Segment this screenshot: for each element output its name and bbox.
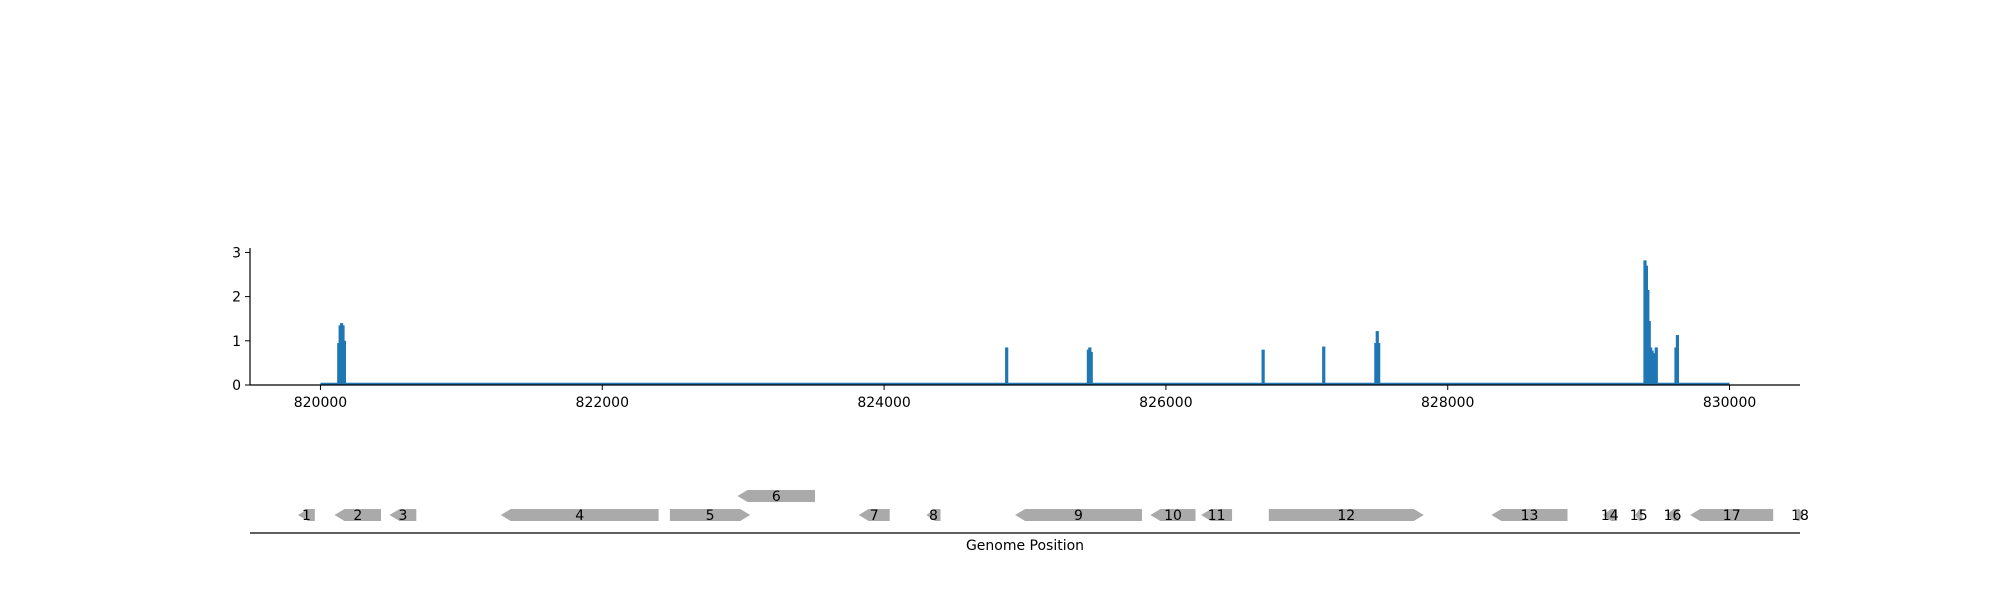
gene-map: 1 2 3 4 567 8 9 10 11 12 13 14 15 16 17 18 Genome Posit…: [250, 489, 1809, 554]
gene-8-label: 8: [929, 508, 938, 524]
x-tick-label: 822000: [576, 395, 629, 411]
gene-6-arrow: [737, 490, 815, 502]
gene-2-label: 2: [353, 508, 362, 524]
gene-11-arrow: [1201, 509, 1233, 521]
gene-9-arrow: [1015, 509, 1142, 521]
gene-4-label: 4: [575, 508, 584, 524]
coverage-peak-23: [1675, 335, 1680, 385]
x-tick-label: 820000: [294, 395, 347, 411]
gene-17-arrow: [1690, 509, 1774, 521]
gene-13-label: 13: [1521, 508, 1539, 524]
coverage-peak-9: [1261, 349, 1265, 385]
gene-features: 1 2 3 4 567 8 9 10 11 12 13 14 15 16 17 18: [297, 489, 1809, 524]
x-axis-ticks: 820000 822000 824000 826000 828000 830000: [294, 385, 1756, 411]
y-tick-label: 0: [232, 378, 241, 394]
coverage-bars: [337, 260, 1680, 385]
gene-18-arrow: [1797, 509, 1803, 521]
gene-1-arrow: [297, 509, 315, 521]
gene-1-label: 1: [302, 508, 311, 524]
coverage-peak-5: [1005, 347, 1009, 385]
gene-16-arrow: [1666, 509, 1679, 521]
gene-4-arrow: [500, 509, 659, 521]
coverage-peak-10: [1322, 346, 1326, 385]
x-tick-label: 826000: [1139, 395, 1192, 411]
gene-15-arrow: [1635, 509, 1643, 521]
coverage-plot: 0 1 2 3 820000 822000 824000 826000 828000 83000…: [232, 245, 1800, 411]
gene-17-label: 17: [1723, 508, 1741, 524]
gene-5-arrow: [669, 509, 751, 521]
gene-7-label: 7: [870, 508, 879, 524]
gene-10-label: 10: [1164, 508, 1182, 524]
gene-3-label: 3: [398, 508, 407, 524]
gene-14-label: 14: [1601, 508, 1619, 524]
gene-10-arrow: [1150, 509, 1196, 521]
gene-15-label: 15: [1630, 508, 1648, 524]
gene-16-label: 16: [1664, 508, 1682, 524]
gene-6-label: 6: [772, 489, 781, 505]
gene-map-x-axis-label: Genome Position: [966, 538, 1084, 554]
coverage-peak-4: [342, 340, 347, 385]
y-tick-label: 1: [232, 334, 241, 350]
x-tick-label: 828000: [1421, 395, 1474, 411]
gene-3-arrow: [389, 509, 417, 521]
gene-2-arrow: [334, 509, 381, 521]
gene-5-label: 5: [706, 508, 715, 524]
coverage-peak-13: [1377, 343, 1381, 385]
y-tick-label: 3: [232, 245, 241, 261]
coverage-peak-20: [1651, 353, 1656, 385]
y-tick-label: 2: [232, 290, 241, 306]
gene-11-label: 11: [1208, 508, 1226, 524]
y-axis-ticks: 0 1 2 3: [232, 245, 250, 394]
gene-7-arrow: [858, 509, 890, 521]
coverage-peak-21: [1654, 347, 1658, 385]
coverage-peak-8: [1089, 351, 1093, 385]
gene-18-label: 18: [1791, 508, 1809, 524]
x-tick-label: 824000: [857, 395, 910, 411]
gene-14-arrow: [1602, 509, 1617, 521]
gene-8-arrow: [926, 509, 941, 521]
gene-12-label: 12: [1337, 508, 1355, 524]
gene-9-label: 9: [1074, 508, 1083, 524]
x-tick-label: 830000: [1703, 395, 1756, 411]
gene-12-arrow: [1268, 509, 1424, 521]
gene-13-arrow: [1491, 509, 1568, 521]
